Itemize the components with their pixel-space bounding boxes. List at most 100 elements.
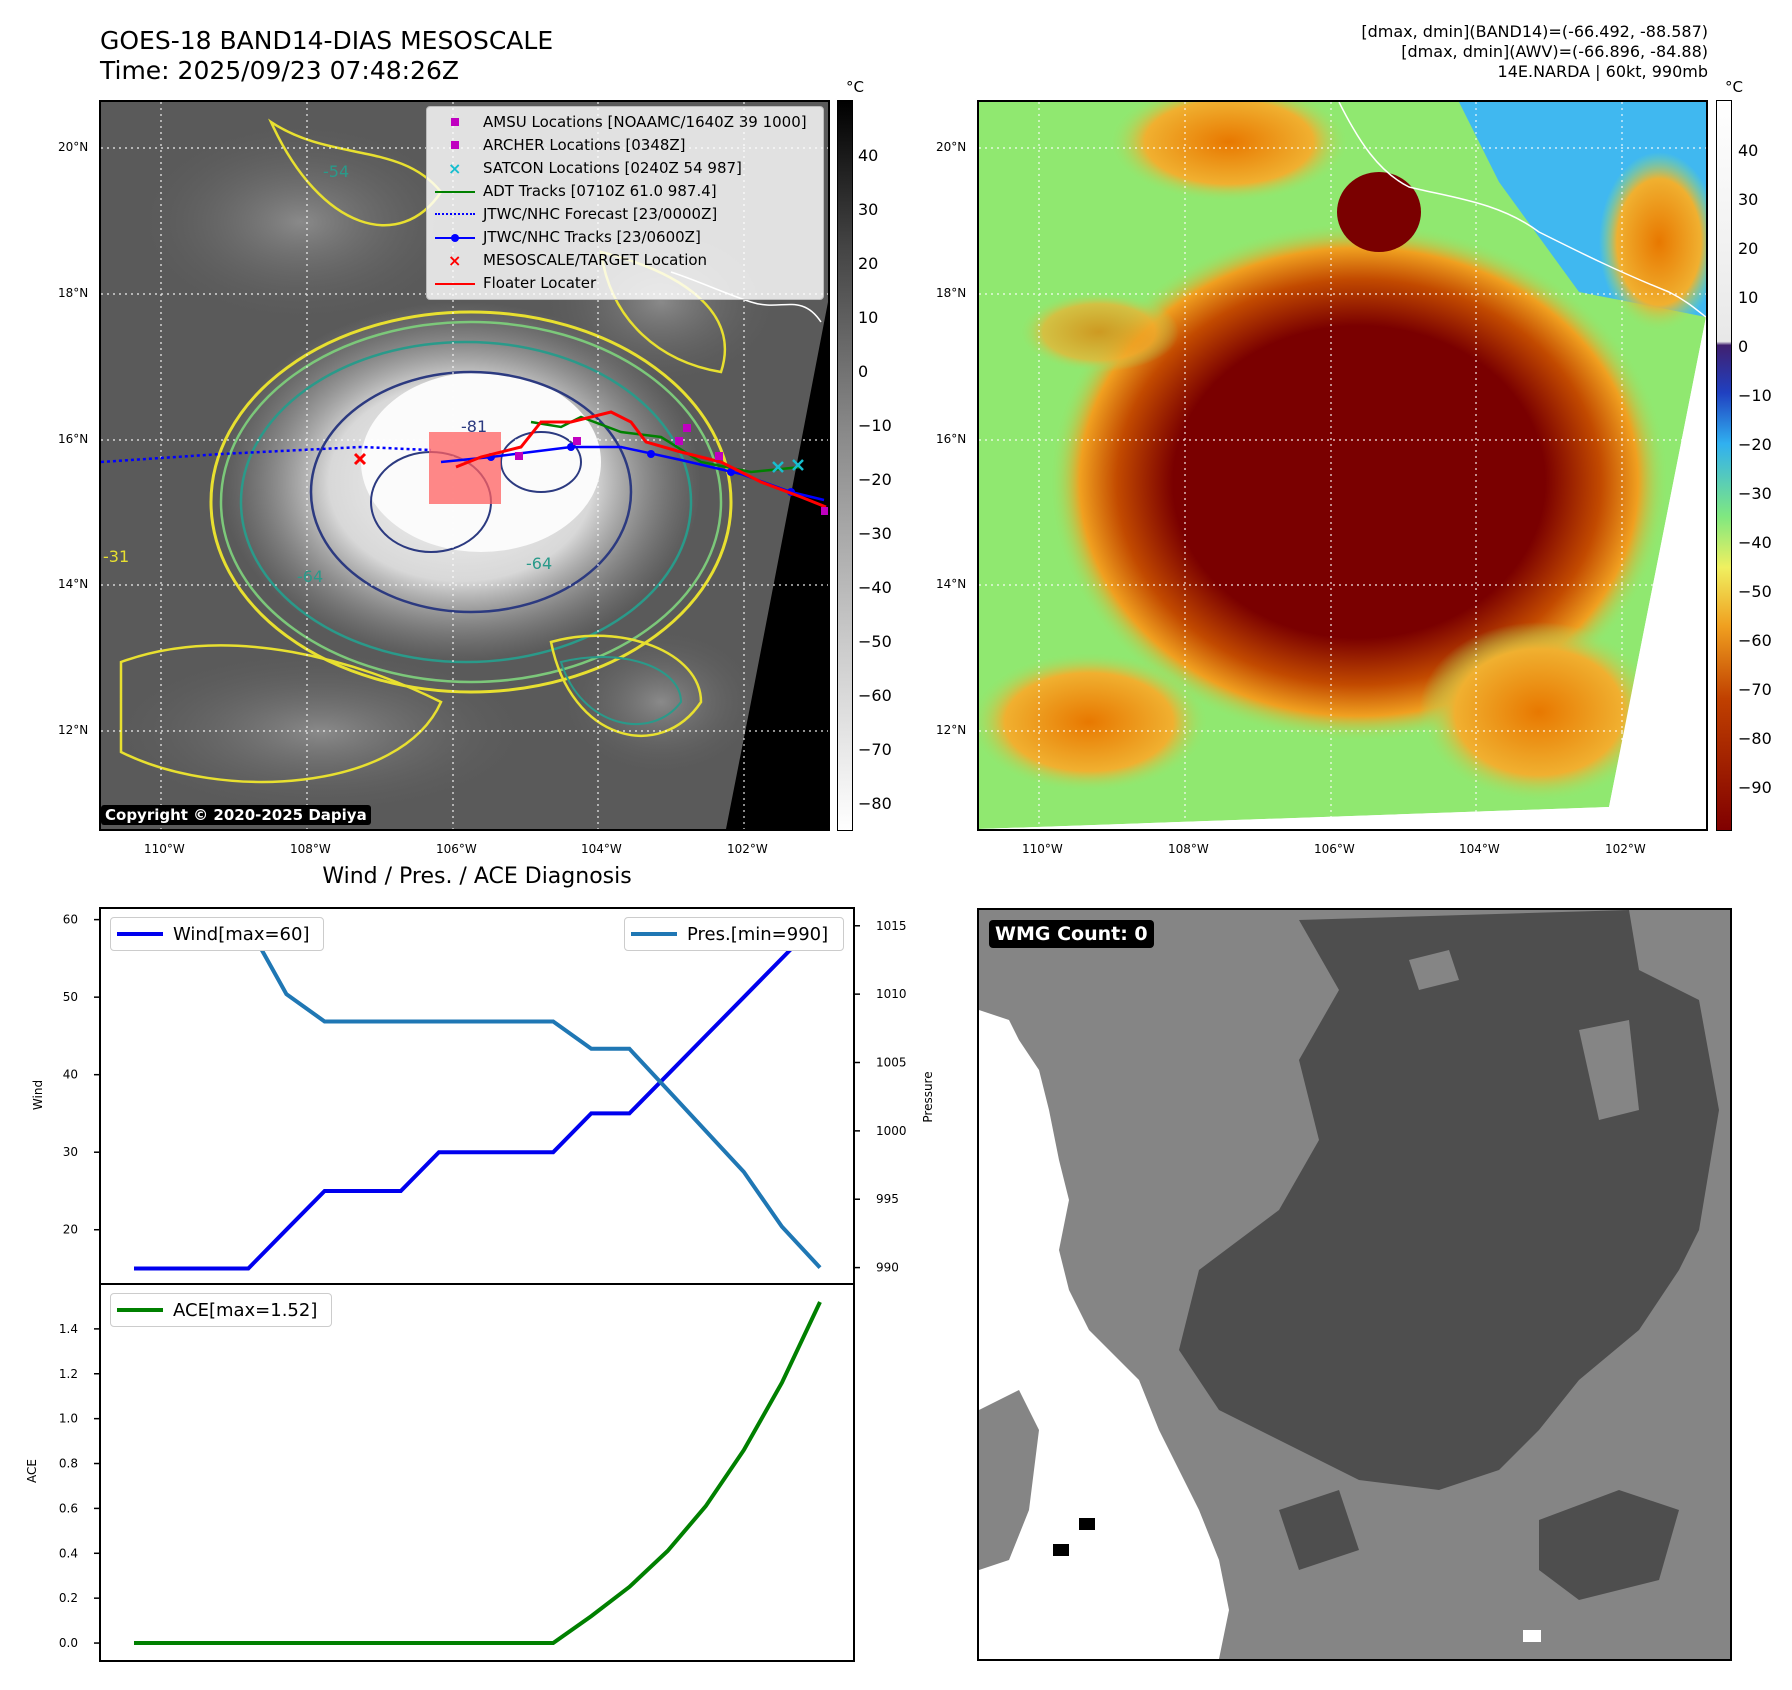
lat-tick: 18°N: [936, 286, 967, 300]
legend-label: Floater Locater: [483, 274, 597, 292]
ace-axis-tick-label: 1.0: [59, 1412, 78, 1426]
colorbar-tick: −60: [1738, 631, 1772, 650]
ace-axis-tick-label: 0.2: [59, 1591, 78, 1605]
color-colorbar-ticks: 40 30 20 10 0 −10 −20 −30 −40 −50 −60 −7…: [1738, 100, 1792, 831]
ace-axis-tick-label: 0.0: [59, 1636, 78, 1650]
title-line-2: Time: 2025/09/23 07:48:26Z: [100, 56, 459, 85]
ace-legend-label: ACE[max=1.52]: [173, 1299, 318, 1321]
lon-tick: 106°W: [436, 842, 477, 856]
gray-colorbar-unit: °C: [846, 78, 864, 96]
legend-label: AMSU Locations [NOAAMC/1640Z 39 1000]: [483, 113, 807, 131]
colorbar-tick: −10: [858, 416, 892, 435]
pressure-axis-tick-label: 990: [876, 1261, 899, 1275]
legend-item-adt: ADT Tracks [0710Z 61.0 987.4]: [435, 180, 815, 203]
square-marker-icon: [435, 134, 475, 157]
wind-axis-tick-label: 50: [63, 990, 78, 1004]
colorbar-tick: −90: [1738, 778, 1772, 797]
colorbar-tick: −50: [1738, 582, 1772, 601]
line-marker-icon: [117, 932, 163, 936]
colorbar-tick: −40: [858, 578, 892, 597]
line-marker-icon: [435, 272, 475, 295]
wmg-count-badge: WMG Count: 0: [989, 920, 1154, 948]
lat-tick: 20°N: [936, 140, 967, 154]
dotted-line-icon: [435, 203, 475, 226]
contour-label: -54: [323, 162, 349, 181]
lat-tick: 14°N: [936, 577, 967, 591]
legend-label: ADT Tracks [0710Z 61.0 987.4]: [483, 182, 717, 200]
color-colorbar: [1716, 100, 1732, 831]
color-colorbar-unit: °C: [1725, 78, 1743, 96]
ace-axis-tick-label: 0.4: [59, 1546, 78, 1560]
wind-axis-tick-label: 40: [63, 1068, 78, 1082]
gray-colorbar-ticks: 40 30 20 10 0 −10 −20 −30 −40 −50 −60 −7…: [858, 100, 918, 831]
lat-tick: 18°N: [58, 286, 89, 300]
ir-color-map: [977, 100, 1708, 831]
colorbar-tick: 0: [1738, 337, 1749, 356]
legend-label: JTWC/NHC Tracks [23/0600Z]: [483, 228, 701, 246]
ace-plot-frame: [99, 1283, 855, 1662]
wind-legend-label: Wind[max=60]: [173, 923, 310, 945]
wind-axis-label: Wind: [31, 1079, 45, 1111]
lat-tick: 20°N: [58, 140, 89, 154]
colorbar-tick: 10: [858, 308, 879, 327]
legend-label: ARCHER Locations [0348Z]: [483, 136, 686, 154]
lat-tick: 14°N: [58, 577, 89, 591]
wind-axis-tick-label: 60: [63, 913, 78, 927]
colorbar-tick: 30: [1738, 190, 1759, 209]
ace-axis-tick-label: 0.6: [59, 1501, 78, 1515]
lon-tick: 108°W: [290, 842, 331, 856]
colorbar-tick: −80: [858, 794, 892, 813]
info-line-1: [dmax, dmin](BAND14)=(-66.492, -88.587): [1361, 22, 1708, 41]
pressure-series-line: [134, 923, 822, 1269]
colorbar-tick: −50: [858, 632, 892, 651]
pressure-legend-label: Pres.[min=990]: [687, 923, 829, 945]
copyright-badge: Copyright © 2020-2025 Dapiya: [101, 805, 371, 825]
colorbar-tick: 0: [858, 362, 869, 381]
colorbar-tick: −70: [1738, 680, 1772, 699]
legend-item-archer: ARCHER Locations [0348Z]: [435, 134, 815, 157]
legend-item-satcon: × SATCON Locations [0240Z 54 987]: [435, 157, 815, 180]
wind-series-line: [134, 918, 822, 1271]
ace-axis-label: ACE: [25, 1459, 39, 1483]
square-marker-icon: [435, 111, 475, 134]
lon-tick: 110°W: [1022, 842, 1063, 856]
lat-tick: 16°N: [58, 432, 89, 446]
pressure-axis-tick-label: 1015: [876, 919, 907, 933]
pressure-axis-tick-label: 1000: [876, 1124, 907, 1138]
intensity-info: [dmax, dmin](BAND14)=(-66.492, -88.587) …: [1361, 22, 1708, 82]
legend-item-floater: Floater Locater: [435, 272, 815, 295]
legend-item-amsu: AMSU Locations [NOAAMC/1640Z 39 1000]: [435, 111, 815, 134]
ace-axis-tick-label: 0.8: [59, 1457, 78, 1471]
diagnosis-chart-title: Wind / Pres. / ACE Diagnosis: [322, 864, 632, 889]
contour-label: -64: [526, 554, 552, 573]
colorbar-tick: 20: [1738, 239, 1759, 258]
colorbar-tick: −20: [1738, 435, 1772, 454]
lon-tick: 102°W: [1605, 842, 1646, 856]
contour-label: -64: [297, 567, 323, 586]
wind-axis-tick-label: 20: [63, 1223, 78, 1237]
colorbar-tick: 40: [858, 146, 879, 165]
colorbar-tick: −20: [858, 470, 892, 489]
lon-tick: 104°W: [581, 842, 622, 856]
contour-label: -31: [103, 547, 129, 566]
contour-label: -81: [461, 417, 487, 436]
colorbar-tick: −70: [858, 740, 892, 759]
legend-label: SATCON Locations [0240Z 54 987]: [483, 159, 742, 177]
legend-label: MESOSCALE/TARGET Location: [483, 251, 708, 269]
colorbar-tick: 30: [858, 200, 879, 219]
pressure-axis-tick-label: 995: [876, 1192, 899, 1206]
x-marker-icon: ×: [448, 159, 462, 178]
colorbar-tick: −60: [858, 686, 892, 705]
x-marker-icon: ×: [448, 251, 462, 270]
lat-tick: 12°N: [58, 723, 89, 737]
ir-color-map-image: [979, 102, 1706, 829]
gray-colorbar: [837, 100, 853, 831]
line-marker-icon: [631, 932, 677, 936]
info-line-3: 14E.NARDA | 60kt, 990mb: [1497, 62, 1708, 81]
pressure-axis-label: Pressure: [921, 1071, 935, 1123]
colorbar-tick: −40: [1738, 533, 1772, 552]
colorbar-tick: 20: [858, 254, 879, 273]
lon-tick: 108°W: [1168, 842, 1209, 856]
pressure-axis-tick-label: 1005: [876, 1056, 907, 1070]
diagnosis-chart: 20 30 40 50 60 990 995 1000 1005 1010 1015 0.0 0.2 0…: [59, 907, 907, 1662]
